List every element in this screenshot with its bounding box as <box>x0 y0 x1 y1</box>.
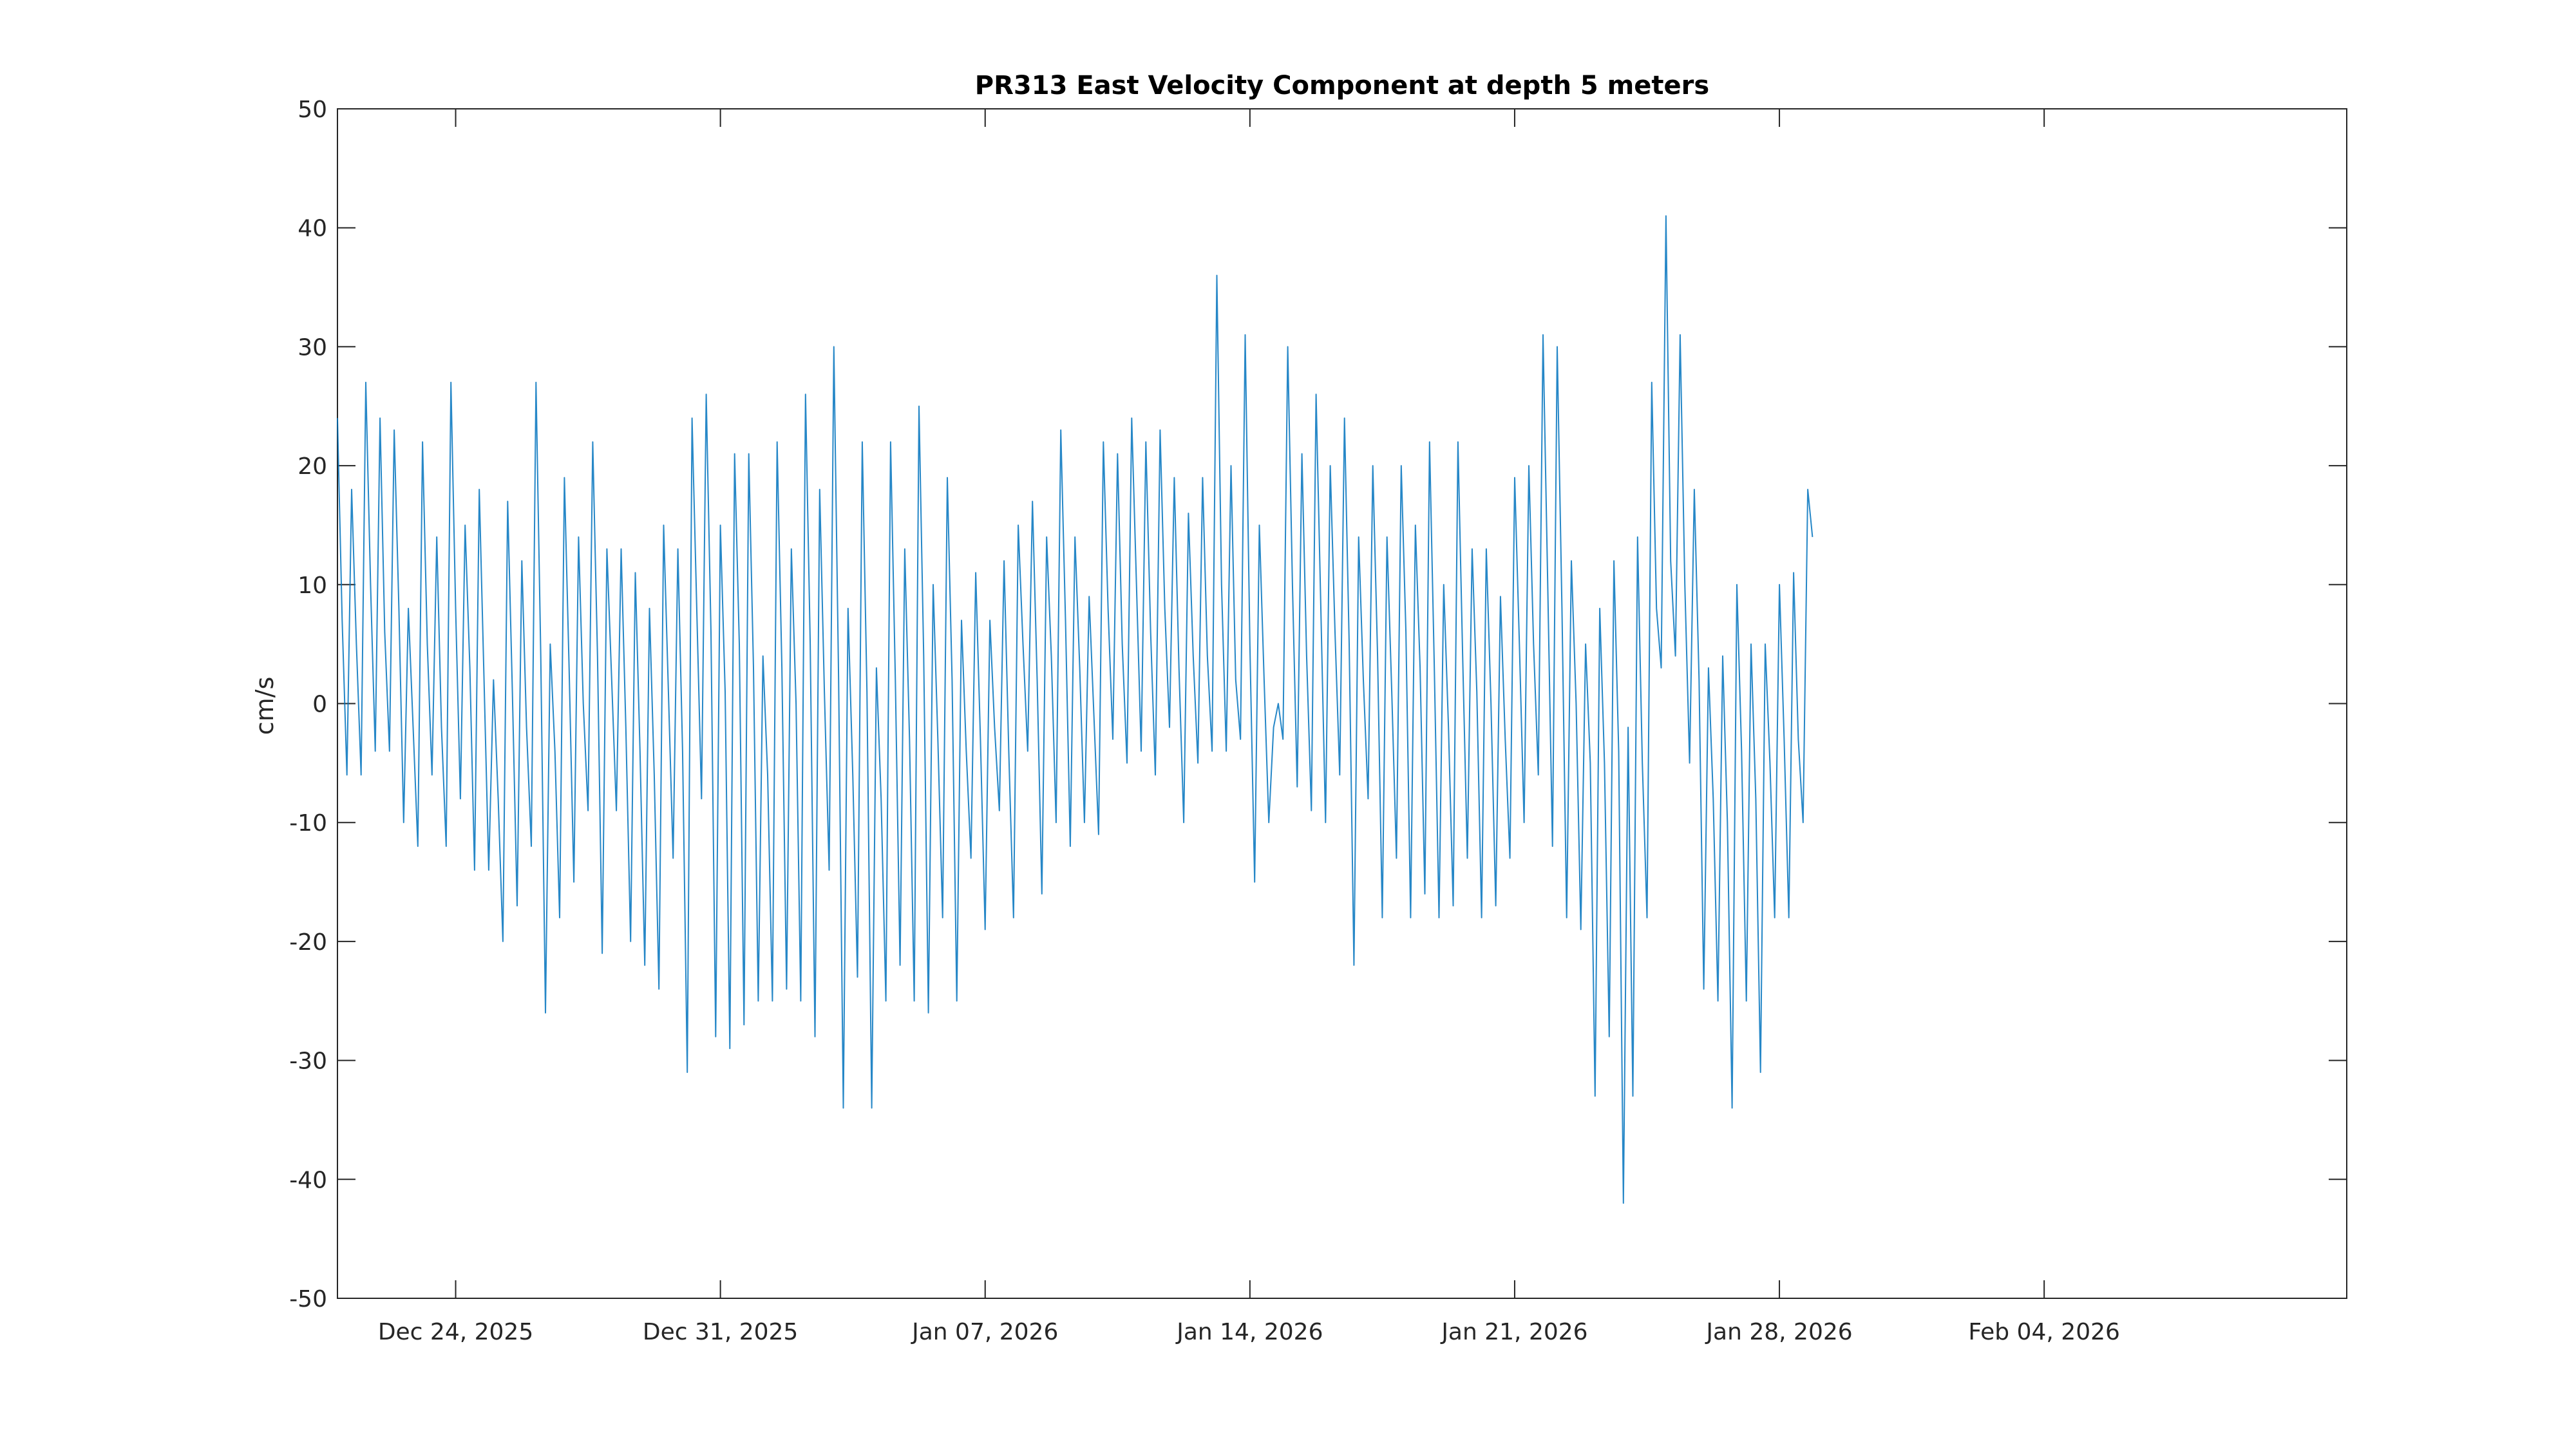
y-tick-label: 10 <box>298 573 327 599</box>
x-tick-label: Jan 28, 2026 <box>1705 1319 1852 1345</box>
y-axis-label: cm/s <box>251 677 279 735</box>
tick-labels: -50 -40 -30 -20 -10 0 10 20 30 40 50 Dec 24, 2025 De… <box>289 97 2120 1345</box>
y-tick-label: -10 <box>289 810 327 837</box>
x-tick-label: Dec 24, 2025 <box>378 1319 533 1345</box>
y-tick-label: -40 <box>289 1167 327 1193</box>
x-tick-label: Jan 07, 2026 <box>911 1319 1058 1345</box>
y-tick-label: 40 <box>298 216 327 242</box>
x-tick-label: Dec 31, 2025 <box>643 1319 798 1345</box>
y-tick-label: -30 <box>289 1048 327 1075</box>
y-tick-label: -50 <box>289 1286 327 1312</box>
y-tick-label: 0 <box>312 692 327 718</box>
x-tick-label: Jan 14, 2026 <box>1175 1319 1323 1345</box>
tick-marks <box>337 108 2347 1299</box>
series-layer <box>337 215 1814 1204</box>
series-line-0 <box>337 215 1814 1204</box>
x-tick-label: Jan 21, 2026 <box>1440 1319 1587 1345</box>
y-tick-label: 20 <box>298 453 327 480</box>
x-tick-label: Feb 04, 2026 <box>1968 1319 2120 1345</box>
y-tick-label: -20 <box>289 929 327 956</box>
y-tick-label: 50 <box>298 97 327 123</box>
y-tick-label: 30 <box>298 334 327 361</box>
chart-title: PR313 East Velocity Component at depth 5… <box>975 71 1709 100</box>
